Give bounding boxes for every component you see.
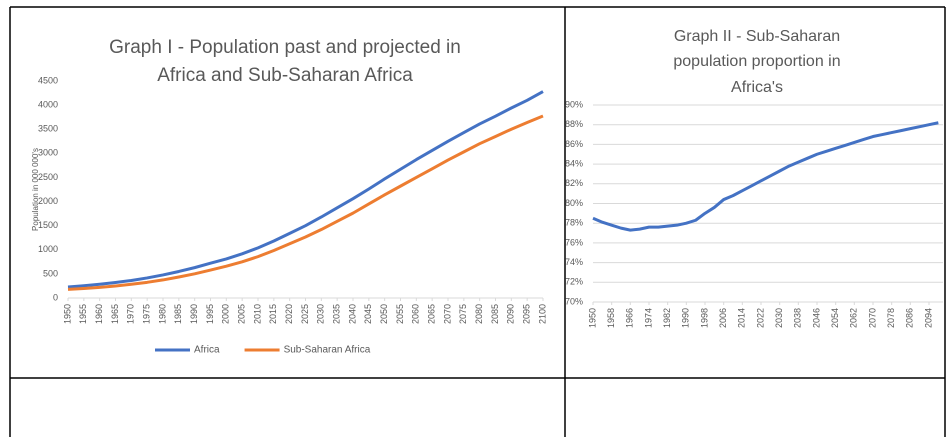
x-tick-label: 2065	[427, 304, 437, 324]
x-tick-label: 2055	[395, 304, 405, 324]
x-tick-label: 1958	[606, 308, 616, 328]
y-tick-label: 3500	[38, 124, 58, 134]
x-tick-label: 2046	[811, 308, 821, 328]
x-tick-label: 2075	[458, 304, 468, 324]
x-tick-label: 2022	[755, 308, 765, 328]
series-line	[67, 114, 544, 291]
x-tick-label: 1970	[126, 304, 136, 324]
x-tick-label: 1982	[662, 308, 672, 328]
x-tick-label: 2035	[332, 304, 342, 324]
x-tick-label: 2020	[284, 304, 294, 324]
x-tick-label: 2030	[774, 308, 784, 328]
x-tick-label: 2070	[867, 308, 877, 328]
y-tick-label: 3000	[38, 148, 58, 158]
series-line	[67, 90, 544, 289]
y-tick-label: 90%	[565, 99, 583, 109]
y-tick-label: 4500	[38, 75, 58, 85]
chart-title: Africa and Sub-Saharan Africa	[157, 65, 413, 86]
x-tick-label: 2070	[442, 304, 452, 324]
chart-title: Graph II - Sub-Saharan	[674, 28, 840, 45]
x-tick-label: 2095	[522, 304, 532, 324]
x-tick-label: 2025	[300, 304, 310, 324]
x-tick-label: 2045	[363, 304, 373, 324]
x-tick-label: 1985	[173, 304, 183, 324]
x-tick-label: 2014	[737, 308, 747, 328]
chart-title: Graph I - Population past and projected …	[109, 37, 461, 58]
y-tick-label: 76%	[565, 237, 583, 247]
x-tick-label: 2038	[793, 308, 803, 328]
x-tick-label: 2000	[221, 304, 231, 324]
x-tick-label: 1990	[189, 304, 199, 324]
y-tick-label: 82%	[565, 178, 583, 188]
x-tick-label: 2006	[718, 308, 728, 328]
y-tick-label: 2000	[38, 196, 58, 206]
x-tick-label: 2050	[379, 304, 389, 324]
y-tick-label: 2500	[38, 172, 58, 182]
y-tick-label: 78%	[565, 218, 583, 228]
x-tick-label: 1980	[157, 304, 167, 324]
y-tick-label: 1000	[38, 244, 58, 254]
y-tick-label: 70%	[565, 296, 583, 306]
x-tick-label: 2094	[923, 308, 933, 328]
x-tick-label: 2040	[347, 304, 357, 324]
y-tick-label: 80%	[565, 198, 583, 208]
y-tick-label: 88%	[565, 119, 583, 129]
x-tick-label: 2085	[490, 304, 500, 324]
y-tick-label: 4000	[38, 99, 58, 109]
chart-title: Africa's	[731, 79, 783, 96]
y-tick-label: 0	[53, 292, 58, 302]
x-tick-label: 1975	[142, 304, 152, 324]
x-tick-label: 2010	[252, 304, 262, 324]
chart-title: population proportion in	[673, 53, 840, 70]
series-line	[592, 121, 939, 232]
x-tick-label: 2100	[537, 304, 547, 324]
x-tick-label: 1995	[205, 304, 215, 324]
x-tick-label: 2080	[474, 304, 484, 324]
legend-label: Africa	[194, 345, 220, 356]
x-tick-label: 2090	[506, 304, 516, 324]
x-tick-label: 1966	[625, 308, 635, 328]
x-tick-label: 2062	[849, 308, 859, 328]
x-tick-label: 2060	[411, 304, 421, 324]
x-tick-label: 2030	[316, 304, 326, 324]
x-tick-label: 2078	[886, 308, 896, 328]
y-tick-label: 72%	[565, 277, 583, 287]
y-axis-label: Population in 000 000's	[31, 148, 40, 231]
y-tick-label: 500	[43, 268, 58, 278]
x-tick-label: 2005	[237, 304, 247, 324]
x-tick-label: 2086	[905, 308, 915, 328]
x-tick-label: 1974	[643, 308, 653, 328]
x-tick-label: 1955	[78, 304, 88, 324]
x-tick-label: 1960	[94, 304, 104, 324]
y-tick-label: 84%	[565, 158, 583, 168]
x-tick-label: 1950	[587, 308, 597, 328]
y-tick-label: 86%	[565, 139, 583, 149]
x-tick-label: 1990	[681, 308, 691, 328]
x-tick-label: 2015	[268, 304, 278, 324]
y-tick-label: 1500	[38, 220, 58, 230]
x-tick-label: 1998	[699, 308, 709, 328]
x-tick-label: 1965	[110, 304, 120, 324]
x-tick-label: 1950	[62, 304, 72, 324]
y-tick-label: 74%	[565, 257, 583, 267]
legend-label: Sub-Saharan Africa	[284, 345, 371, 356]
x-tick-label: 2054	[830, 308, 840, 328]
